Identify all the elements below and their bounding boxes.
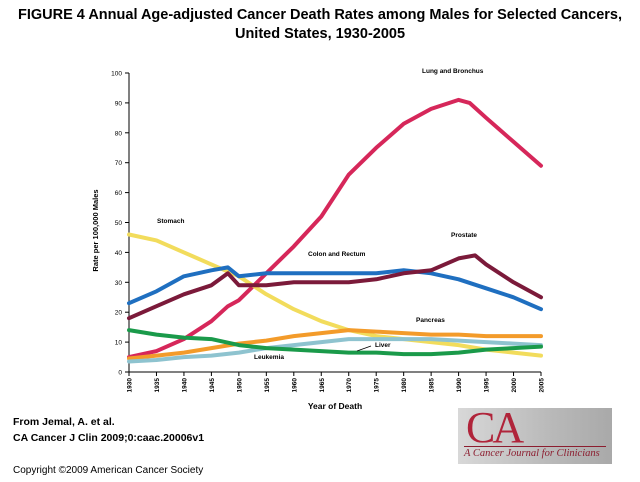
series-label-pancreas: Pancreas (416, 317, 445, 324)
x-axis-title: Year of Death (308, 401, 362, 411)
copyright-notice: Copyright ©2009 American Cancer Society (13, 465, 204, 476)
x-tick-label: 1945 (209, 378, 216, 393)
x-tick-label: 1965 (319, 378, 326, 393)
series-label-prostate: Prostate (451, 232, 477, 239)
logo-rule (464, 446, 606, 447)
y-tick-label: 60 (115, 190, 123, 197)
title-line-1: FIGURE 4 Annual Age-adjusted Cancer Deat… (17, 7, 623, 23)
x-tick-label: 2000 (511, 378, 518, 393)
series-label-colon-and-rectum: Colon and Rectum (308, 251, 366, 258)
y-tick-label: 10 (115, 340, 123, 347)
y-tick-label: 80 (115, 130, 123, 137)
series-line-stomach (127, 232, 543, 358)
x-tick-label: 1930 (127, 378, 134, 393)
x-tick-label: 1975 (374, 378, 381, 393)
series-label-leukemia: Leukemia (254, 354, 284, 361)
series-line-lung-and-bronchus (127, 97, 543, 360)
source-citation: From Jemal, A. et al. CA Cancer J Clin 2… (13, 414, 204, 446)
x-tick-label: 1960 (291, 378, 298, 393)
x-tick-label: 1995 (484, 378, 491, 393)
liver-label-leader (356, 345, 372, 352)
x-tick-label: 1980 (401, 378, 408, 393)
series-line-liver (127, 337, 543, 364)
series-line-pancreas (127, 328, 543, 361)
series-line-prostate (127, 253, 543, 321)
x-tick-label: 1935 (154, 378, 161, 393)
logo-mark: CA (466, 408, 524, 452)
series-label-liver: Liver (375, 342, 391, 349)
y-tick-label: 100 (111, 71, 122, 78)
x-tick-label: 1950 (236, 378, 243, 393)
page-title: FIGURE 4 Annual Age-adjusted Cancer Deat… (0, 6, 640, 44)
y-tick-label: 20 (115, 310, 123, 317)
series-label-lung-and-bronchus: Lung and Bronchus (422, 68, 484, 75)
source-line-1: From Jemal, A. et al. (13, 416, 115, 428)
x-tick-label: 1955 (264, 378, 271, 393)
logo-tagline: A Cancer Journal for Clinicians (464, 448, 600, 459)
y-tick-label: 40 (115, 250, 123, 257)
x-tick-label: 2005 (539, 378, 546, 393)
series-line-colon-and-rectum (127, 265, 543, 312)
series-line-leukemia (127, 328, 543, 357)
source-line-2: CA Cancer J Clin 2009;0:caac.20006v1 (13, 432, 205, 444)
y-tick-label: 70 (115, 160, 123, 167)
y-tick-label: 30 (115, 280, 123, 287)
y-tick-label: 90 (115, 100, 123, 107)
y-tick-label: 50 (115, 220, 123, 227)
x-tick-label: 1970 (346, 378, 353, 393)
x-tick-label: 1940 (181, 378, 188, 393)
x-tick-label: 1990 (456, 378, 463, 393)
x-tick-label: 1985 (429, 378, 436, 393)
title-line-2: United States, 1930-2005 (234, 26, 406, 42)
y-axis-title: Rate per 100,000 Males (91, 189, 100, 271)
journal-logo: CA A Cancer Journal for Clinicians (458, 408, 612, 464)
y-tick-label: 0 (118, 370, 122, 377)
series-label-stomach: Stomach (157, 218, 184, 225)
